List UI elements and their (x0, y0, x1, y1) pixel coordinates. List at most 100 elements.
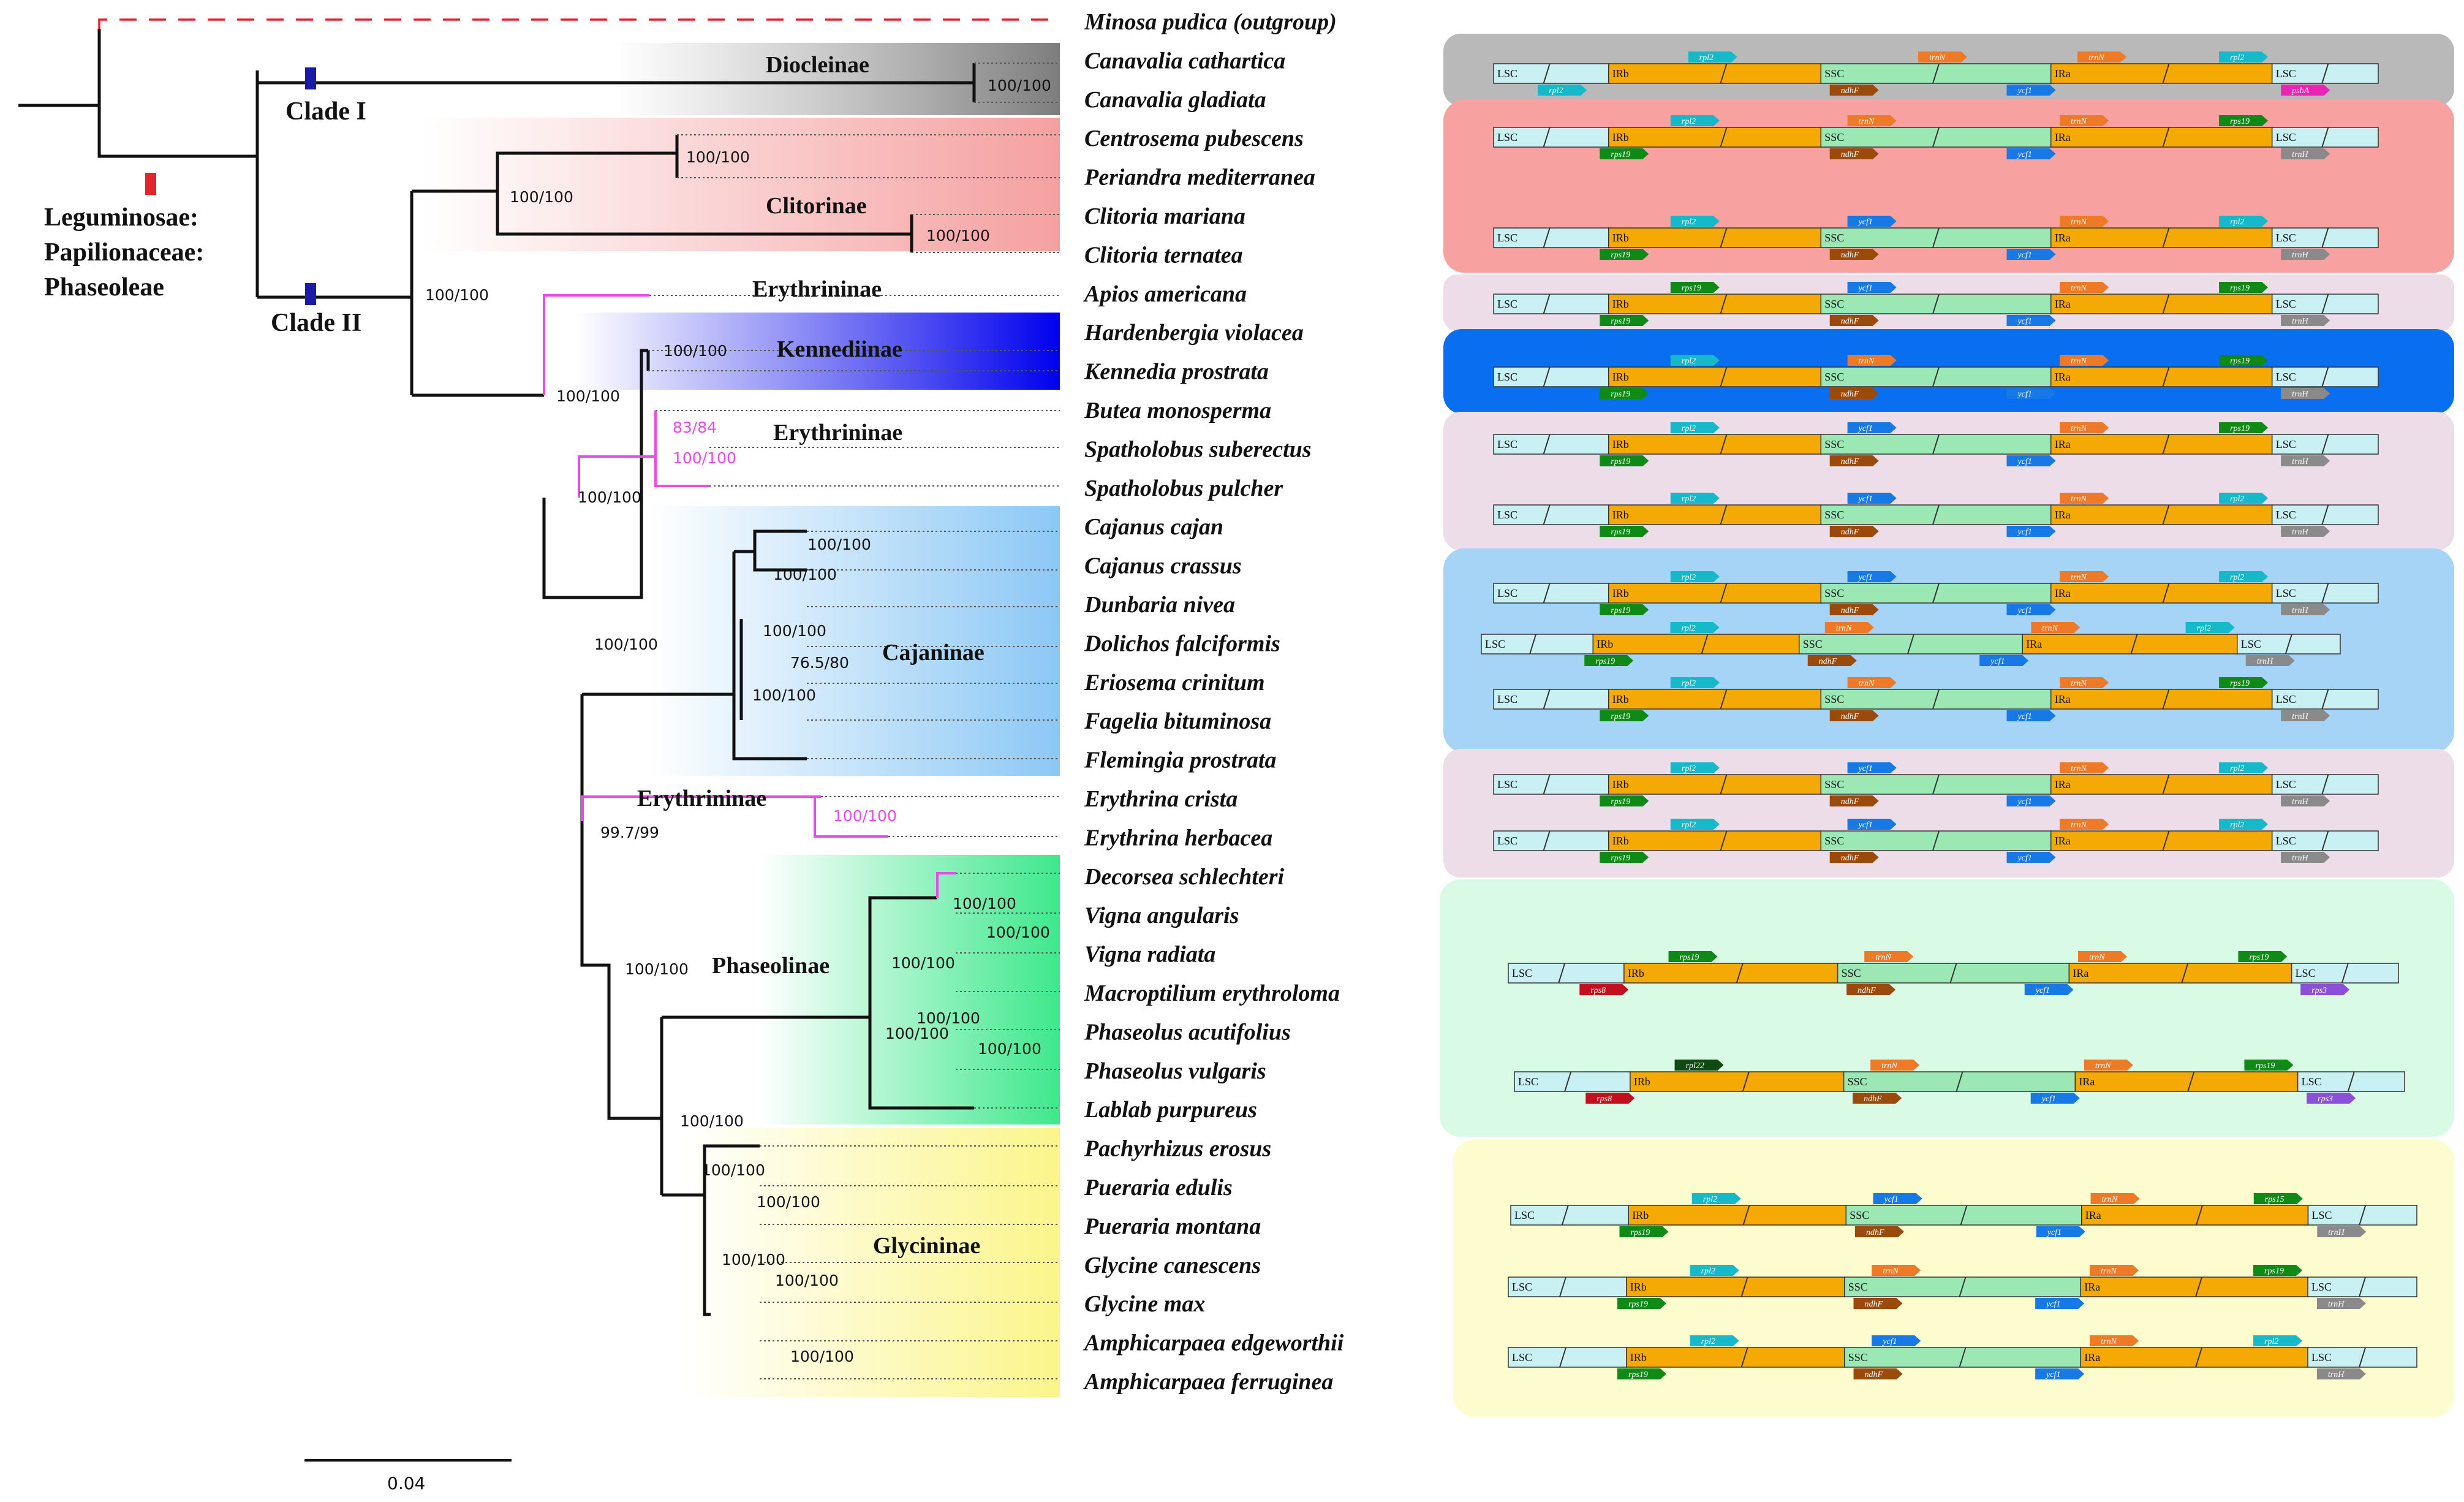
gene-rpl2-icon (2219, 493, 2269, 504)
break-mark (1932, 127, 1940, 148)
gene-label: ycf1 (1857, 573, 1873, 582)
gene-trnN-icon (2090, 1335, 2139, 1346)
gene-rps19-icon (2238, 951, 2288, 962)
taxon-label: Glycine max (1084, 1291, 1205, 1317)
taxon-label: Kennedia prostrata (1084, 359, 1269, 385)
taxon-label: Pachyrhizus erosus (1084, 1136, 1271, 1162)
genome-region (1493, 127, 1609, 148)
genome-region (2074, 1071, 2299, 1092)
genome-region (1508, 963, 1625, 984)
gene-label: ndhF (1841, 317, 1859, 326)
taxon-label: Clitoria mariana (1084, 203, 1245, 229)
gene-label: trnH (2328, 1300, 2345, 1309)
taxon-label: Amphicarpaea ferruginea (1083, 1369, 1333, 1395)
support-value: 100/100 (510, 188, 573, 206)
gene-label: trnN (1881, 1061, 1897, 1071)
gene-rps19-icon (1617, 1298, 1666, 1309)
gene-label: rpl2 (1682, 764, 1696, 773)
gene-label: trnH (2257, 657, 2273, 666)
gene-trnN-icon (1872, 1265, 1921, 1276)
root-marker (145, 173, 156, 195)
root-label-line1: Leguminosae: (44, 203, 198, 232)
taxon-label: Erythrina herbacea (1084, 825, 1272, 851)
break-mark (2181, 963, 2189, 984)
region-label: SSC (1824, 835, 1844, 847)
erythrininae-label-2: Erythrininae (773, 420, 902, 446)
gene-rpl2-icon (2253, 1335, 2303, 1346)
region-label: SSC (1824, 587, 1844, 599)
region-label: LSC (1497, 587, 1517, 599)
gene-rps19-icon (1600, 526, 1649, 537)
gene-label: rpl2 (1682, 573, 1696, 582)
gene-label: ycf1 (2035, 986, 2050, 995)
gene-label: rps19 (2230, 424, 2250, 433)
break-mark (2162, 227, 2170, 248)
gene-label: rps19 (2264, 1267, 2284, 1276)
region-label: LSC (2276, 131, 2296, 143)
region-label: SSC (1824, 438, 1844, 450)
gene-label: rpl2 (1681, 624, 1695, 633)
gene-label: rps19 (1611, 712, 1630, 721)
region-label: LSC (1518, 1075, 1538, 1088)
genome-map: LSC IRb SSC IRa LSC rpl2 ycf1 trnN rpl2 rps19 ndhF… (1493, 762, 2379, 806)
gene-label: ndhF (1841, 390, 1859, 399)
gene-label: rpl2 (1703, 1195, 1717, 1204)
taxon-label: Flemingia prostrata (1084, 748, 1277, 773)
gene-label: ycf1 (2041, 1094, 2056, 1104)
genome-region (2050, 127, 2273, 148)
break-mark (2321, 774, 2329, 795)
taxon-labels: Minosa pudica (outgroup) Canavalia cathar… (1083, 9, 1344, 1395)
gene-ycf1-icon (2006, 388, 2056, 399)
gene-label: rps19 (1611, 457, 1630, 466)
region-label: LSC (2276, 509, 2296, 521)
gene-label: rpl2 (2264, 1337, 2278, 1346)
genome-region (2022, 634, 2238, 654)
support-value: 100/100 (425, 286, 489, 304)
gene-trnH-icon (2281, 710, 2330, 721)
gene-rps8-icon (1579, 984, 1629, 995)
gene-label: ndhF (1841, 854, 1859, 863)
break-mark (2321, 294, 2329, 314)
clade1-marker (305, 67, 316, 89)
gene-rpl2-icon (2185, 622, 2235, 633)
gene-trnN-icon (1864, 951, 1914, 962)
region-label: IRb (1612, 509, 1629, 521)
gene-label: rpl2 (2230, 53, 2244, 63)
genome-region (2050, 583, 2273, 604)
region-label: IRb (1628, 967, 1644, 979)
region-label: IRb (1630, 1351, 1647, 1364)
region-label: IRa (2055, 835, 2071, 847)
gene-ndhF-icon (1829, 852, 1879, 863)
gene-label: ycf1 (1857, 821, 1873, 830)
support-value: 100/100 (978, 1040, 1041, 1058)
gene-label: rps19 (1611, 606, 1630, 615)
gene-label: ndhF (1841, 606, 1859, 615)
gene-ycf1-icon (2006, 148, 2056, 159)
gene-trnH-icon (2316, 1298, 2366, 1309)
genome-region (2271, 583, 2379, 604)
gene-label: rpl2 (2197, 624, 2211, 633)
gene-rpl2-icon (2219, 216, 2269, 227)
taxon-label: Spatholobus pulcher (1084, 476, 1283, 501)
region-label: LSC (2311, 1351, 2332, 1364)
gene-label: ycf1 (1857, 218, 1873, 227)
gene-label: ycf1 (2046, 1228, 2062, 1237)
gene-label: rps19 (1630, 1228, 1650, 1237)
genome-region (2271, 774, 2379, 795)
taxon-label: Vigna angularis (1084, 903, 1239, 928)
region-label: IRb (1612, 587, 1629, 599)
support-value: 100/100 (594, 635, 658, 653)
gene-rps19-icon (1600, 315, 1649, 326)
region-label: IRa (2073, 967, 2088, 979)
genome-region (2050, 294, 2273, 314)
gene-label: ycf1 (2017, 854, 2032, 863)
gene-label: rps19 (1682, 284, 1701, 293)
gene-ndhF-icon (1829, 85, 1879, 96)
gene-trnH-icon (2281, 795, 2330, 806)
gene-rpl2-icon (1670, 762, 1720, 773)
gene-label: ycf1 (1857, 424, 1873, 433)
break-mark (1543, 434, 1551, 455)
break-mark (1960, 1205, 1968, 1226)
gene-rpl2-icon (1690, 1335, 1739, 1346)
